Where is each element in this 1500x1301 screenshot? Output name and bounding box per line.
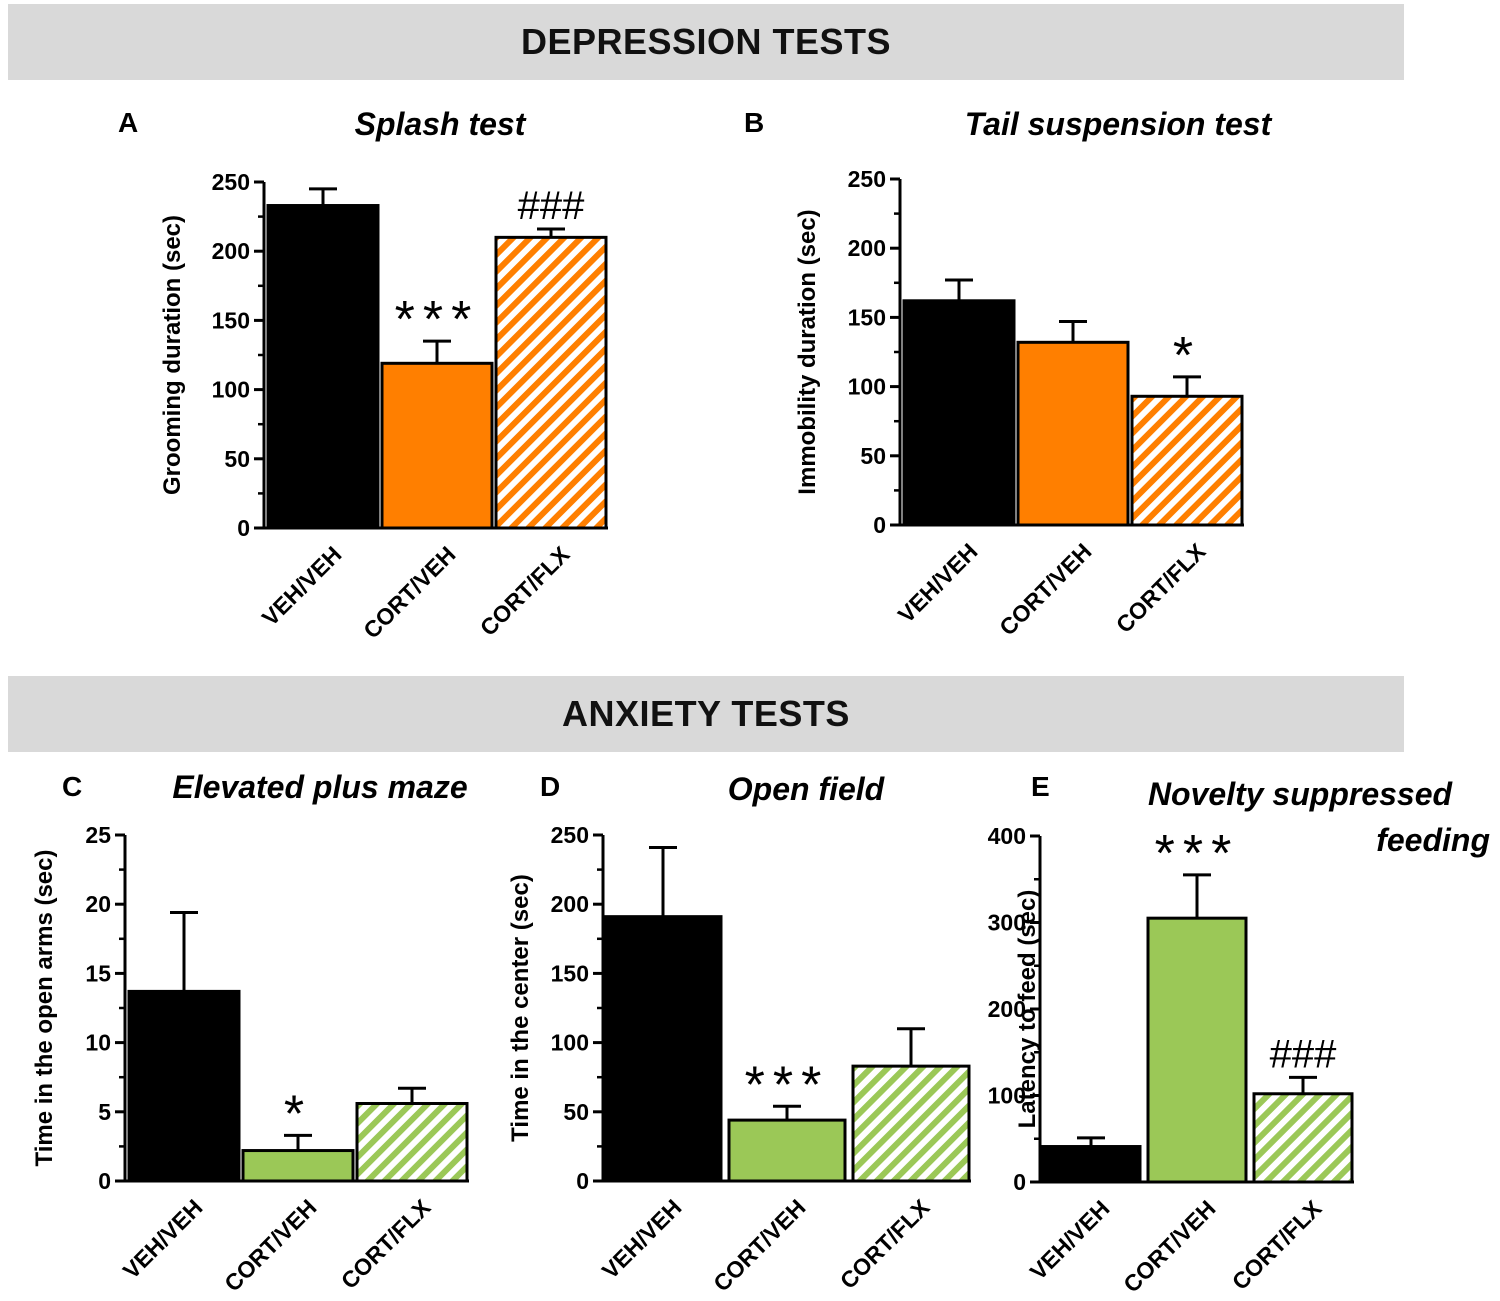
y-tick-label-a: 0	[237, 515, 250, 541]
x-tick-label-b-veh-veh: VEH/VEH	[893, 538, 983, 628]
panel-letter-b: B	[744, 107, 764, 138]
depression-tests-title: DEPRESSION TESTS	[520, 21, 892, 62]
panel-c-elevated-plus-maze: C Elevated plus maze Time in the open arms…	[31, 769, 469, 1297]
anxiety-tests-banner: ANXIETY TESTS	[8, 676, 1404, 752]
bar-c-cort-flx	[355, 1101, 469, 1183]
y-tick-label-c: 5	[98, 1099, 111, 1125]
significance-a-cort-veh: ***	[395, 291, 480, 349]
depression-tests-banner: DEPRESSION TESTS	[8, 4, 1404, 80]
y-tick-label-a: 200	[212, 238, 250, 264]
y-tick-label-b: 0	[873, 512, 886, 538]
bar-d-cort-veh	[727, 1118, 847, 1183]
y-tick-label-e: 0	[1013, 1169, 1026, 1195]
x-tick-label-c-cort-flx: CORT/FLX	[336, 1194, 436, 1294]
y-axis-label-d: Time in the center (sec)	[507, 874, 534, 1142]
y-tick-label-e: 200	[988, 996, 1026, 1022]
panel-a-splash-test: A Splash test Grooming duration (sec) 0 50 10…	[118, 106, 608, 644]
x-tick-label-a-cort-veh: CORT/VEH	[358, 541, 460, 643]
significance-a-cort-flx: ###	[518, 184, 585, 228]
y-tick-label-a: 100	[212, 377, 250, 403]
significance-d-cort-veh: ***	[745, 1056, 830, 1114]
chart-title-d: Open field	[728, 771, 886, 807]
chart-title-a: Splash test	[355, 106, 527, 142]
y-tick-label-a: 250	[212, 169, 250, 195]
y-tick-label-b: 100	[848, 374, 886, 400]
chart-title-e: Novelty suppressed	[1148, 776, 1454, 812]
bar-b-cort-veh	[1016, 340, 1130, 527]
x-tick-label-b-cort-veh: CORT/VEH	[994, 538, 1096, 640]
y-tick-label-b: 200	[848, 235, 886, 261]
bar-d-cort-flx	[851, 1064, 971, 1183]
bar-d-veh-veh	[603, 915, 723, 1183]
y-tick-label-a: 50	[224, 446, 250, 472]
y-tick-label-a: 150	[212, 307, 250, 333]
bar-a-veh-veh	[266, 204, 380, 530]
bar-b-cort-flx	[1130, 394, 1244, 527]
significance-e-cort-flx: ###	[1270, 1032, 1337, 1076]
x-tick-label-d-veh-veh: VEH/VEH	[597, 1194, 687, 1284]
y-tick-label-d: 50	[563, 1099, 589, 1125]
panel-letter-c: C	[62, 771, 82, 802]
y-tick-label-b: 250	[848, 166, 886, 192]
x-tick-label-a-veh-veh: VEH/VEH	[257, 541, 347, 631]
anxiety-tests-title: ANXIETY TESTS	[562, 693, 850, 734]
y-tick-label-d: 100	[551, 1030, 589, 1056]
chart-title-c: Elevated plus maze	[172, 769, 467, 805]
chart-title-line2-e: feeding	[1376, 822, 1490, 858]
y-tick-label-c: 0	[98, 1168, 111, 1194]
significance-b-cort-flx: *	[1173, 327, 1201, 385]
significance-e-cort-veh: ***	[1155, 825, 1240, 883]
panel-letter-e: E	[1031, 771, 1050, 802]
bar-c-cort-veh	[241, 1149, 355, 1183]
y-axis-label-a: Grooming duration (sec)	[159, 215, 186, 495]
y-tick-label-c: 15	[85, 960, 111, 986]
x-tick-label-e-cort-flx: CORT/FLX	[1227, 1195, 1327, 1295]
y-tick-label-e: 100	[988, 1083, 1026, 1109]
x-tick-label-d-cort-flx: CORT/FLX	[835, 1194, 935, 1294]
chart-title-b: Tail suspension test	[965, 106, 1273, 142]
y-axis-label-c: Time in the open arms (sec)	[31, 850, 58, 1167]
y-tick-label-c: 25	[85, 822, 111, 848]
y-tick-label-b: 150	[848, 304, 886, 330]
x-tick-label-c-veh-veh: VEH/VEH	[118, 1194, 208, 1284]
x-tick-label-e-veh-veh: VEH/VEH	[1025, 1195, 1115, 1285]
panel-d-open-field: D Open field Time in the center (sec) 0 50 10…	[507, 771, 971, 1297]
y-tick-label-d: 0	[576, 1168, 589, 1194]
x-tick-label-b-cort-flx: CORT/FLX	[1111, 538, 1211, 638]
bar-b-veh-veh	[902, 299, 1016, 527]
x-tick-label-c-cort-veh: CORT/VEH	[219, 1194, 321, 1296]
y-axis-label-b: Immobility duration (sec)	[794, 209, 821, 494]
x-tick-label-a-cort-flx: CORT/FLX	[475, 541, 575, 641]
panel-letter-a: A	[118, 107, 138, 138]
y-tick-label-d: 150	[551, 960, 589, 986]
y-tick-label-c: 20	[85, 891, 111, 917]
bar-c-veh-veh	[127, 989, 241, 1183]
significance-c-cort-veh: *	[284, 1085, 312, 1143]
bar-e-cort-flx	[1252, 1092, 1354, 1184]
bar-e-cort-veh	[1146, 916, 1248, 1184]
panel-letter-d: D	[540, 771, 560, 802]
y-tick-label-e: 300	[988, 910, 1026, 936]
y-tick-label-b: 50	[860, 443, 886, 469]
bar-a-cort-veh	[380, 361, 494, 530]
x-tick-label-e-cort-veh: CORT/VEH	[1118, 1195, 1220, 1297]
y-tick-label-e: 400	[988, 823, 1026, 849]
x-tick-label-d-cort-veh: CORT/VEH	[708, 1194, 810, 1296]
bar-e-veh-veh	[1040, 1145, 1142, 1184]
bar-a-cort-flx	[494, 235, 608, 530]
y-tick-label-d: 200	[551, 891, 589, 917]
panel-b-tail-suspension-test: B Tail suspension test Immobility duration…	[744, 106, 1273, 641]
y-tick-label-c: 10	[85, 1030, 111, 1056]
y-tick-label-d: 250	[551, 822, 589, 848]
